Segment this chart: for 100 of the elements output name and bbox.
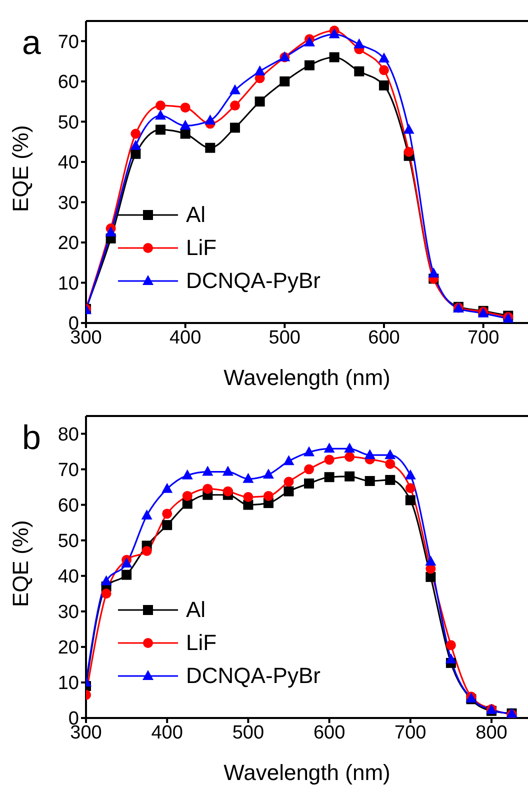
point xyxy=(426,572,436,582)
legend-label: DCNQA-PyBr xyxy=(186,268,320,294)
x-tick-label: 500 xyxy=(268,327,301,348)
point xyxy=(222,466,234,476)
point xyxy=(354,66,364,76)
point xyxy=(344,442,356,453)
point xyxy=(180,102,190,113)
point xyxy=(162,482,173,493)
y-tick-label: 70 xyxy=(58,32,79,53)
point xyxy=(304,60,314,70)
point xyxy=(180,120,191,130)
point xyxy=(254,96,265,107)
point xyxy=(230,100,240,111)
point xyxy=(283,455,294,466)
x-tick-label: 700 xyxy=(467,327,500,348)
y-tick-label: 50 xyxy=(58,112,79,134)
point xyxy=(202,484,213,494)
y-tick-label: 50 xyxy=(58,531,79,552)
x-tick-label: 600 xyxy=(313,722,346,744)
point xyxy=(142,546,152,556)
point xyxy=(378,80,389,90)
point xyxy=(130,148,141,159)
point xyxy=(378,65,389,76)
point xyxy=(154,110,166,120)
legend-label: DCNQA-PyBr xyxy=(186,663,320,688)
y-tick-label: 30 xyxy=(58,602,79,624)
point xyxy=(155,100,166,111)
point xyxy=(378,52,390,62)
point xyxy=(385,458,396,469)
point xyxy=(304,478,314,489)
point xyxy=(130,128,141,139)
point xyxy=(344,452,355,462)
point xyxy=(182,490,192,501)
x-tick-label: 700 xyxy=(394,722,426,744)
point xyxy=(284,486,294,496)
point xyxy=(425,556,436,566)
text: a xyxy=(22,24,41,62)
y-tick-label: 30 xyxy=(58,192,79,214)
point xyxy=(254,65,266,76)
point xyxy=(344,471,355,482)
point xyxy=(403,124,414,134)
point xyxy=(229,84,240,94)
point xyxy=(182,469,193,480)
point xyxy=(405,495,416,506)
legend-label: LiF xyxy=(186,630,217,655)
point xyxy=(324,442,335,453)
text: b xyxy=(22,419,41,457)
point xyxy=(222,486,233,496)
point xyxy=(324,454,334,465)
point xyxy=(445,653,456,664)
x-tick-label: 600 xyxy=(368,327,400,348)
y-tick-label: 20 xyxy=(58,638,79,659)
point xyxy=(328,28,340,38)
point xyxy=(204,114,216,124)
point xyxy=(364,476,375,486)
point xyxy=(329,52,340,62)
point xyxy=(404,146,414,157)
point xyxy=(155,124,166,135)
x-tick-label: 400 xyxy=(169,327,202,348)
point xyxy=(121,557,132,568)
point xyxy=(263,490,274,501)
point xyxy=(141,509,152,520)
point xyxy=(162,508,172,519)
point xyxy=(122,570,132,580)
y-tick-label: 60 xyxy=(58,72,79,94)
y-tick-label: 60 xyxy=(58,496,79,517)
x-axis-title: Wavelength (nm) xyxy=(224,365,390,390)
y-tick-label: 10 xyxy=(58,673,79,694)
point xyxy=(180,128,190,139)
point xyxy=(280,76,290,86)
x-tick-label: 500 xyxy=(232,722,264,744)
point xyxy=(385,474,396,485)
legend-label: Al xyxy=(186,596,206,622)
x-tick-label: 800 xyxy=(476,722,508,744)
y-tick-label: 70 xyxy=(58,460,79,482)
point xyxy=(130,140,142,150)
y-axis-title: EQE (%) xyxy=(8,125,33,212)
point xyxy=(404,469,416,480)
point xyxy=(354,38,365,48)
x-tick-label: 400 xyxy=(151,722,183,744)
point xyxy=(384,449,396,460)
point xyxy=(105,226,116,236)
point xyxy=(304,464,314,474)
point xyxy=(230,122,240,133)
point xyxy=(446,640,456,650)
point xyxy=(284,476,294,487)
point xyxy=(324,472,334,482)
point xyxy=(405,483,416,494)
point xyxy=(100,575,112,586)
point xyxy=(205,142,216,153)
legend-label: Al xyxy=(186,202,206,227)
y-tick-label: 80 xyxy=(58,424,79,446)
point xyxy=(202,466,214,476)
point xyxy=(242,472,254,483)
point xyxy=(304,446,315,456)
point xyxy=(243,492,254,502)
point xyxy=(162,520,172,530)
y-tick-label: 10 xyxy=(58,273,79,294)
y-axis-title: EQE (%) xyxy=(8,520,33,607)
legend-label: LiF xyxy=(186,234,217,260)
